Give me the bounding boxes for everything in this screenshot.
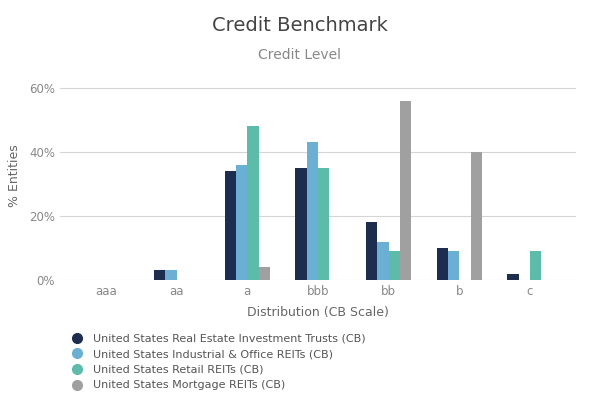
Text: Credit Level: Credit Level [259,48,341,62]
X-axis label: Distribution (CB Scale): Distribution (CB Scale) [247,306,389,319]
Bar [366,222,377,280]
Bar [470,152,482,280]
Bar [530,251,541,280]
Bar [259,267,270,280]
Bar [166,270,177,280]
Bar [400,101,411,280]
Bar [225,171,236,280]
Bar [295,168,307,280]
Bar [318,168,329,280]
Bar [154,270,166,280]
Bar [247,126,259,280]
Legend: United States Real Estate Investment Trusts (CB), United States Industrial & Off: United States Real Estate Investment Tru… [65,334,366,390]
Bar [448,251,459,280]
Bar [236,165,247,280]
Y-axis label: % Entities: % Entities [8,145,21,207]
Bar [508,274,518,280]
Bar [437,248,448,280]
Bar [377,242,389,280]
Bar [389,251,400,280]
Text: Credit Benchmark: Credit Benchmark [212,16,388,35]
Bar [307,142,318,280]
